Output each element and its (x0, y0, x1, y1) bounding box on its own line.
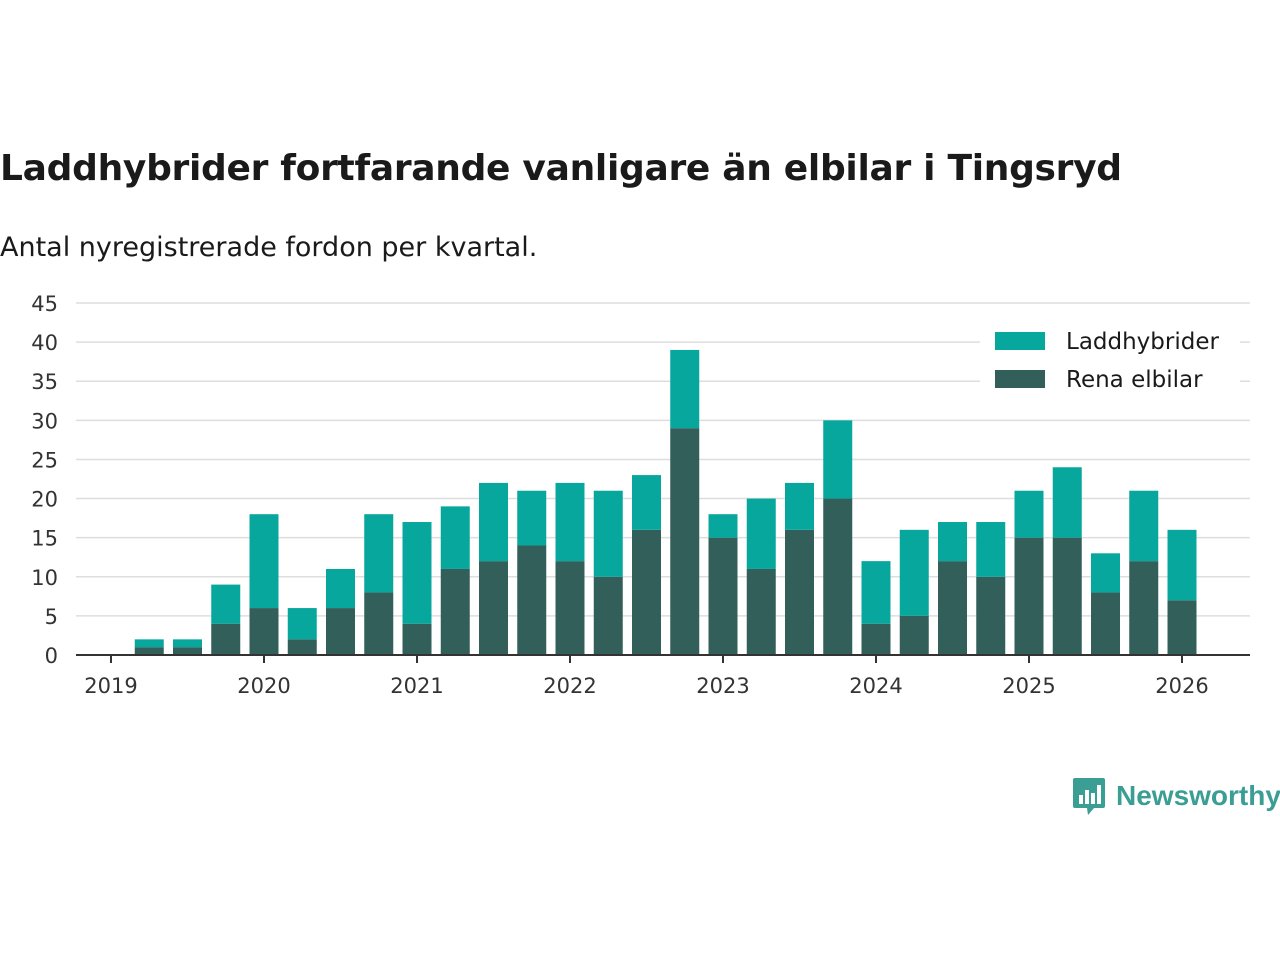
bar-laddhybrider (402, 522, 432, 624)
bar-rena-elbilar (899, 615, 929, 655)
bar-laddhybrider (440, 506, 470, 569)
bar-laddhybrider (1091, 553, 1120, 593)
bars (134, 349, 1197, 655)
bar-laddhybrider (173, 639, 202, 648)
x-tick-label: 2022 (543, 674, 596, 698)
bar-rena-elbilar (249, 608, 279, 655)
x-tick-label: 2019 (84, 674, 137, 698)
bar-laddhybrider (555, 482, 585, 562)
bar-laddhybrider (364, 514, 394, 593)
y-tick-label: 15 (31, 527, 58, 551)
x-tick-label: 2024 (849, 674, 902, 698)
y-tick-label: 35 (31, 370, 58, 394)
bar-rena-elbilar (173, 647, 202, 655)
bar-rena-elbilar (746, 568, 776, 655)
bar-rena-elbilar (593, 576, 623, 655)
legend-label: Rena elbilar (1066, 367, 1203, 393)
legend-swatch (995, 370, 1045, 388)
bar-rena-elbilar (517, 545, 547, 655)
y-axis-ticks: 0 5 10 15 20 25 30 35 40 45 (31, 292, 58, 668)
chart-title: Laddhybrider fortfarande vanligare än el… (0, 148, 1122, 189)
bar-laddhybrider (479, 482, 508, 562)
bar-rena-elbilar (938, 561, 967, 655)
bar-laddhybrider (1014, 490, 1044, 538)
bar-laddhybrider (1129, 490, 1159, 562)
y-tick-label: 20 (31, 488, 58, 512)
x-tick-label: 2021 (390, 674, 443, 698)
bar-laddhybrider (593, 490, 623, 577)
bar-rena-elbilar (785, 529, 814, 655)
bar-laddhybrider (1167, 529, 1197, 601)
bar-laddhybrider (708, 514, 738, 538)
bar-laddhybrider (899, 529, 929, 616)
bar-rena-elbilar (1014, 537, 1044, 655)
bar-rena-elbilar (1091, 592, 1120, 655)
bar-laddhybrider (861, 561, 891, 624)
bar-laddhybrider (823, 420, 853, 499)
legend-swatch (995, 332, 1045, 350)
newsworthy-logo-icon (1073, 778, 1105, 815)
bar-rena-elbilar (402, 623, 432, 655)
bar-rena-elbilar (479, 561, 508, 655)
bar-rena-elbilar (326, 608, 355, 655)
bar-rena-elbilar (1129, 561, 1159, 655)
x-tick-label: 2023 (696, 674, 749, 698)
y-tick-label: 10 (31, 566, 58, 590)
legend: Laddhybrider Rena elbilar (980, 322, 1240, 398)
y-tick-label: 25 (31, 448, 58, 472)
chart-subtitle: Antal nyregistrerade fordon per kvartal. (0, 232, 538, 263)
bar-laddhybrider (326, 568, 355, 609)
bar-rena-elbilar (1167, 600, 1197, 655)
bar-laddhybrider (287, 608, 317, 640)
bar-rena-elbilar (632, 529, 661, 655)
bar-rena-elbilar (134, 647, 164, 655)
y-tick-label: 30 (31, 409, 58, 433)
bar-rena-elbilar (861, 623, 891, 655)
bar-laddhybrider (632, 475, 661, 530)
x-tick-label: 2020 (237, 674, 290, 698)
x-tick-label: 2025 (1002, 674, 1055, 698)
y-tick-label: 0 (45, 644, 58, 668)
bar-rena-elbilar (555, 561, 585, 655)
bar-rena-elbilar (211, 623, 241, 655)
x-tick-label: 2026 (1155, 674, 1208, 698)
bar-rena-elbilar (823, 498, 853, 655)
x-axis: 2019 2020 2021 2022 2023 2024 2025 2026 (76, 654, 1250, 698)
y-tick-label: 45 (31, 292, 58, 316)
bar-laddhybrider (517, 490, 547, 546)
bar-rena-elbilar (976, 576, 1006, 655)
bar-rena-elbilar (1052, 537, 1082, 655)
y-tick-label: 40 (31, 331, 58, 355)
bar-laddhybrider (938, 522, 967, 562)
bar-laddhybrider (670, 349, 700, 429)
bar-rena-elbilar (670, 428, 700, 655)
y-tick-label: 5 (45, 605, 58, 629)
bar-rena-elbilar (440, 568, 470, 655)
bar-rena-elbilar (364, 592, 394, 655)
bar-laddhybrider (1052, 467, 1082, 538)
bar-laddhybrider (785, 482, 814, 530)
bar-rena-elbilar (708, 537, 738, 655)
bar-rena-elbilar (287, 639, 317, 655)
legend-label: Laddhybrider (1066, 329, 1219, 355)
bar-laddhybrider (134, 639, 164, 648)
newsworthy-logo: Newsworthy (1072, 776, 1280, 816)
bar-laddhybrider (976, 522, 1006, 577)
bar-laddhybrider (746, 498, 776, 569)
brand-name: Newsworthy (1116, 780, 1280, 811)
bar-laddhybrider (249, 514, 279, 609)
bar-laddhybrider (211, 584, 241, 624)
